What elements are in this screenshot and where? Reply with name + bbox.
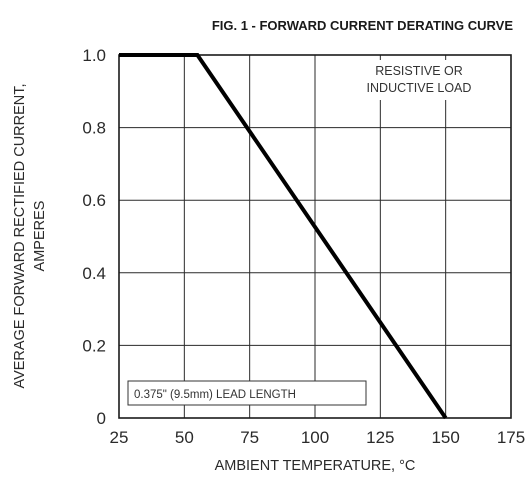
y-tick-label: 0.8 <box>82 119 106 138</box>
y-tick-label: 0.6 <box>82 191 106 210</box>
load-note-line1: RESISTIVE OR <box>375 64 463 78</box>
y-axis-label-line2: AMPERES <box>32 201 48 272</box>
x-tick-label: 175 <box>497 428 525 447</box>
load-note-line2: INDUCTIVE LOAD <box>367 81 472 95</box>
x-axis-label: AMBIENT TEMPERATURE, °C <box>215 458 416 474</box>
y-axis-label-line1: AVERAGE FORWARD RECTIFIED CURRENT, <box>12 83 28 388</box>
x-tick-label: 150 <box>431 428 459 447</box>
y-tick-label: 0.4 <box>82 264 106 283</box>
grid-lines <box>119 55 511 418</box>
y-tick-label: 0 <box>97 409 106 428</box>
series-layer <box>119 53 448 420</box>
x-tick-label: 125 <box>366 428 394 447</box>
x-tick-label: 25 <box>110 428 129 447</box>
derating-curve <box>119 53 448 420</box>
x-tick-label: 100 <box>301 428 329 447</box>
load-note-bg <box>352 60 492 100</box>
chart-title: FIG. 1 - FORWARD CURRENT DERATING CURVE <box>212 18 514 33</box>
y-tick-label: 0.2 <box>82 336 106 355</box>
x-tick-label: 50 <box>175 428 194 447</box>
y-tick-labels: 0 0.2 0.4 0.6 0.8 1.0 <box>82 46 106 428</box>
x-tick-labels: 25 50 75 100 125 150 175 <box>110 428 526 447</box>
plot-frame <box>118 54 512 419</box>
lead-length-box <box>127 380 367 406</box>
y-tick-label: 1.0 <box>82 46 106 65</box>
x-tick-label: 75 <box>240 428 259 447</box>
lead-length-note: 0.375" (9.5mm) LEAD LENGTH <box>134 389 296 401</box>
